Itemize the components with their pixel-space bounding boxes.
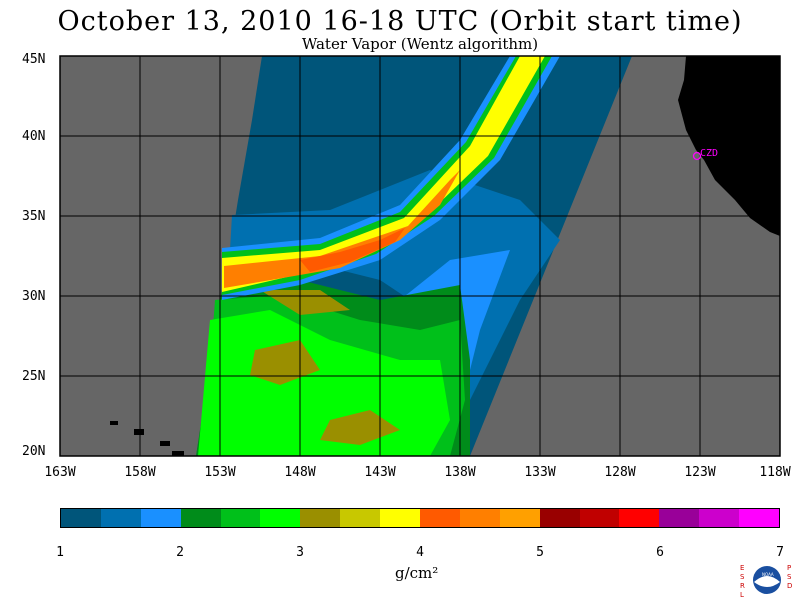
lon-label-118w: 118W — [759, 465, 791, 480]
svg-text:S: S — [740, 573, 745, 581]
station-label: CZD — [700, 148, 718, 159]
colorbar-tick-7: 7 — [776, 545, 784, 560]
lat-label-25n: 25N — [22, 369, 46, 384]
colorbar-swatch — [180, 509, 221, 527]
california-land — [678, 56, 780, 236]
lat-lon-grid — [60, 56, 780, 456]
colorbar-swatch — [340, 509, 381, 527]
colorbar-tick-3: 3 — [296, 545, 304, 560]
svg-text:P: P — [787, 564, 791, 572]
lat-label-20n: 20N — [22, 444, 46, 459]
colorbar-units: g/cm² — [395, 564, 439, 582]
lon-label-153w: 153W — [204, 465, 236, 480]
colorbar-swatch — [539, 509, 580, 527]
colorbar-tick-6: 6 — [656, 545, 664, 560]
lat-label-45n: 45N — [22, 52, 46, 67]
svg-text:R: R — [740, 582, 745, 590]
lon-label-128w: 128W — [604, 465, 636, 480]
lon-label-158w: 158W — [124, 465, 156, 480]
colorbar-tick-5: 5 — [536, 545, 544, 560]
colorbar-swatch — [699, 509, 740, 527]
lon-label-138w: 138W — [444, 465, 476, 480]
colorbar-swatch — [420, 509, 460, 527]
colorbar-swatch — [300, 509, 341, 527]
river-lightblue — [222, 56, 560, 300]
station-marker — [692, 151, 702, 161]
lon-label-133w: 133W — [524, 465, 556, 480]
colorbar-tick-1: 1 — [56, 545, 64, 560]
river-red-orange — [300, 228, 405, 272]
colorbar-swatch — [100, 509, 141, 527]
noaa-esrl-psd-logo: E S R L NOAA P S D — [740, 564, 792, 599]
colorbar-tick-2: 2 — [176, 545, 184, 560]
lon-label-163w: 163W — [44, 465, 76, 480]
colorbar-swatch — [499, 509, 540, 527]
lon-label-123w: 123W — [684, 465, 716, 480]
lat-label-30n: 30N — [22, 289, 46, 304]
swath-blue-mid — [230, 170, 560, 400]
river-orange — [224, 170, 460, 288]
hawaii-island-3 — [160, 441, 170, 446]
svg-text:D: D — [787, 582, 792, 590]
svg-text:E: E — [740, 564, 744, 572]
colorbar-swatch — [619, 509, 660, 527]
map-frame — [59, 55, 781, 457]
colorbar — [60, 508, 780, 528]
lon-label-148w: 148W — [284, 465, 316, 480]
map-subtitle: Water Vapor (Wentz algorithm) — [301, 35, 539, 53]
map-title: October 13, 2010 16-18 UTC (Orbit start … — [57, 6, 743, 37]
colorbar-swatch — [140, 509, 181, 527]
swath-olive-1 — [250, 340, 320, 385]
colorbar-swatch — [579, 509, 620, 527]
colorbar-swatch — [260, 509, 301, 527]
hawaii-island-4 — [172, 451, 184, 456]
swath-green-bright — [198, 310, 450, 456]
colorbar-swatch — [61, 509, 101, 527]
lat-label-35n: 35N — [22, 209, 46, 224]
hawaii-island-1 — [110, 421, 118, 425]
hawaii-island-2 — [134, 429, 144, 435]
colorbar-swatch — [459, 509, 500, 527]
colorbar-swatch — [739, 509, 780, 527]
colorbar-tick-4: 4 — [416, 545, 424, 560]
lat-label-40n: 40N — [22, 129, 46, 144]
lon-label-143w: 143W — [364, 465, 396, 480]
colorbar-swatch — [659, 509, 700, 527]
svg-text:NOAA: NOAA — [762, 572, 774, 577]
colorbar-swatch — [220, 509, 261, 527]
svg-text:S: S — [787, 573, 792, 581]
colorbar-swatch — [380, 509, 421, 527]
svg-text:L: L — [740, 591, 744, 599]
